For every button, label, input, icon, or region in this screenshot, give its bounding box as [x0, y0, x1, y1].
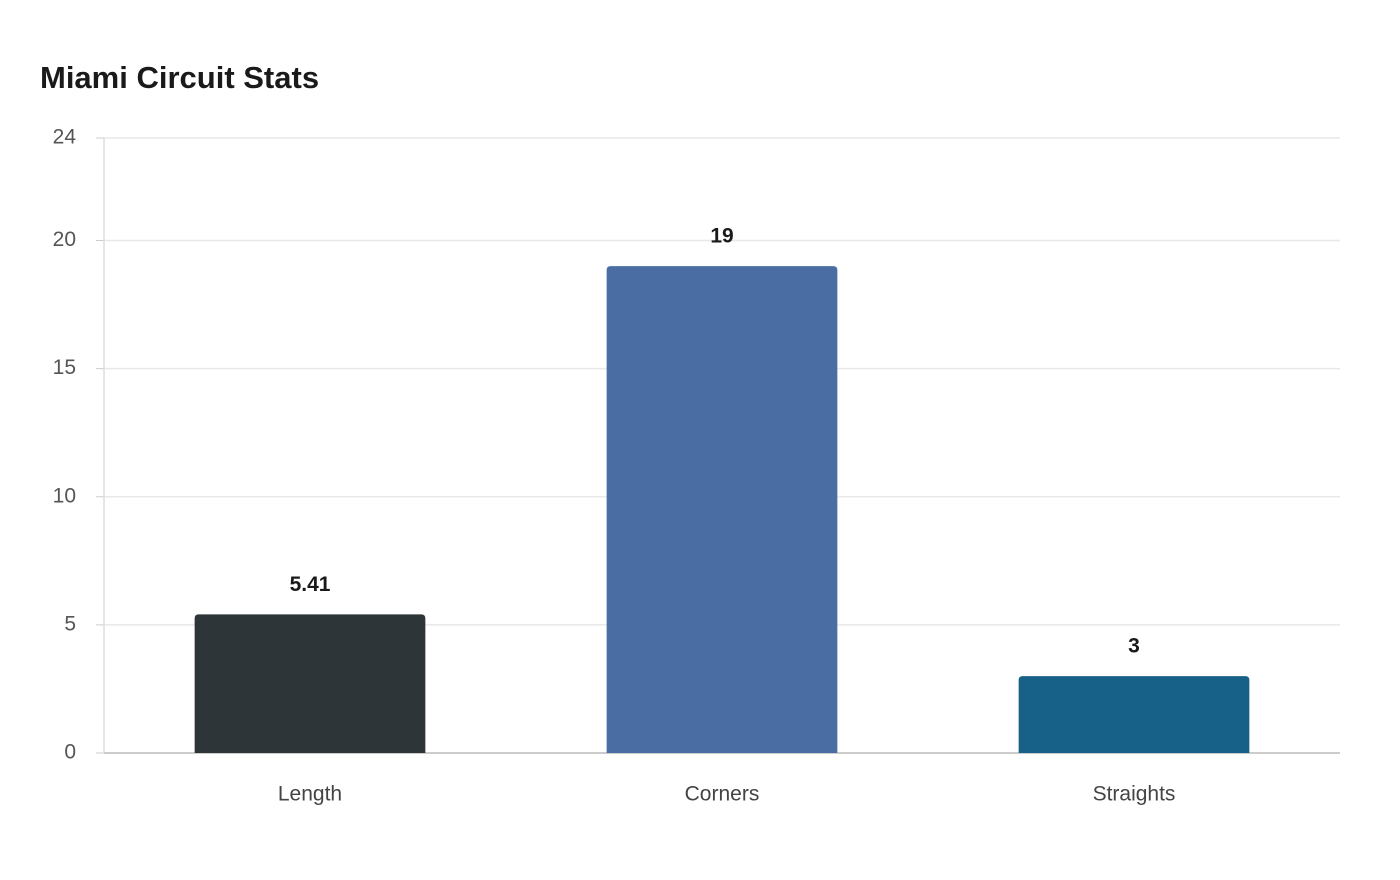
y-tick-label: 24 — [53, 126, 77, 149]
bar — [194, 614, 426, 753]
y-tick-label: 10 — [53, 484, 76, 507]
chart-title: Miami Circuit Stats — [40, 60, 319, 95]
x-tick-label: Corners — [685, 783, 760, 806]
value-label: 19 — [710, 225, 733, 248]
value-label: 5.41 — [290, 573, 331, 596]
y-tick-label: 0 — [64, 741, 76, 764]
y-tick-label: 20 — [53, 228, 76, 251]
bar — [606, 266, 838, 753]
x-tick-label: Length — [278, 783, 342, 806]
y-tick-label: 5 — [64, 612, 76, 635]
y-tick-label: 15 — [53, 356, 76, 379]
value-label: 3 — [1128, 635, 1140, 658]
x-tick-label: Straights — [1093, 783, 1176, 806]
bar — [1018, 676, 1250, 753]
